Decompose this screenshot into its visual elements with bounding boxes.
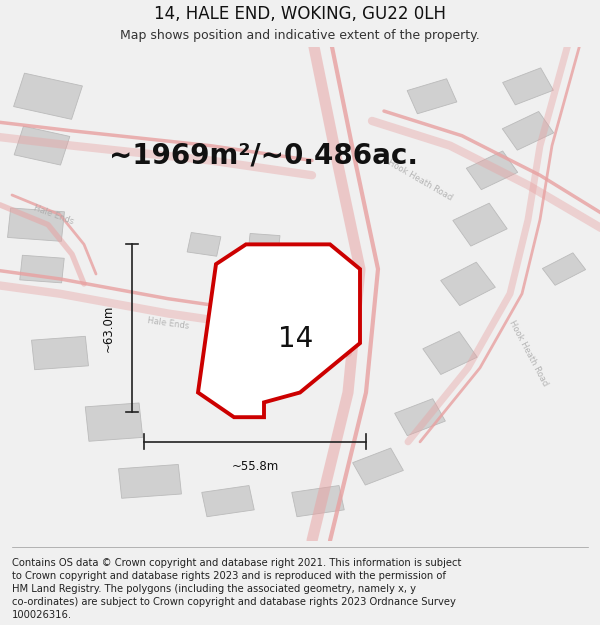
Text: Hook Heath Road: Hook Heath Road — [386, 158, 454, 202]
Text: ~1969m²/~0.486ac.: ~1969m²/~0.486ac. — [110, 141, 419, 169]
Polygon shape — [466, 151, 518, 189]
Polygon shape — [202, 486, 254, 517]
Polygon shape — [187, 232, 221, 256]
Polygon shape — [407, 79, 457, 114]
Polygon shape — [353, 448, 403, 485]
Text: Hale Ends: Hale Ends — [32, 203, 76, 226]
Polygon shape — [119, 464, 181, 498]
Polygon shape — [32, 336, 88, 370]
Text: Hook Heath Road: Hook Heath Road — [507, 319, 549, 388]
Polygon shape — [542, 253, 586, 285]
Polygon shape — [292, 486, 344, 517]
Text: Hale Ends: Hale Ends — [146, 316, 190, 331]
Text: ~55.8m: ~55.8m — [232, 460, 278, 473]
Text: 14: 14 — [278, 324, 313, 352]
Polygon shape — [502, 111, 554, 150]
Polygon shape — [20, 255, 64, 283]
Text: 14, HALE END, WOKING, GU22 0LH: 14, HALE END, WOKING, GU22 0LH — [154, 5, 446, 23]
Polygon shape — [440, 262, 496, 306]
Text: Contains OS data © Crown copyright and database right 2021. This information is : Contains OS data © Crown copyright and d… — [12, 558, 461, 620]
Text: ~63.0m: ~63.0m — [101, 304, 115, 352]
Polygon shape — [14, 73, 82, 119]
Polygon shape — [423, 331, 477, 374]
Polygon shape — [8, 208, 64, 241]
Polygon shape — [453, 203, 507, 246]
Polygon shape — [198, 244, 360, 418]
Polygon shape — [395, 399, 445, 436]
Polygon shape — [248, 234, 280, 255]
Polygon shape — [85, 403, 143, 441]
Polygon shape — [14, 126, 70, 165]
Polygon shape — [503, 68, 553, 105]
Text: Map shows position and indicative extent of the property.: Map shows position and indicative extent… — [120, 29, 480, 42]
